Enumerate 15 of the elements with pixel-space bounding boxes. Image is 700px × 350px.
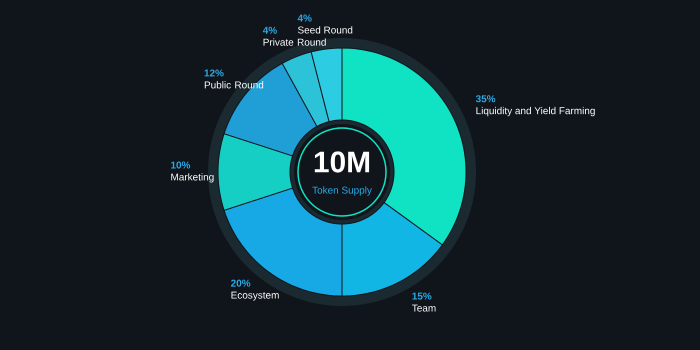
text: 10M [314, 151, 370, 173]
data-label: 10% [171, 162, 190, 169]
slice-label: Private Round [264, 38, 326, 46]
slice-label: Liquidity and Yield Farming [476, 106, 595, 116]
data-label: 20% [231, 280, 250, 287]
slice-label: Seed Round [298, 26, 352, 34]
slice-label: Team [412, 304, 436, 312]
data-label: 15% [412, 292, 432, 300]
slice-label: Marketing [171, 173, 214, 182]
data-label: 12% [204, 69, 224, 76]
data-label: 35% [476, 95, 496, 102]
data-label: 4% [298, 14, 312, 22]
data-label: 4% [262, 26, 277, 34]
slice-label: Ecosystem [231, 292, 279, 301]
text: Token Supply [312, 186, 372, 196]
